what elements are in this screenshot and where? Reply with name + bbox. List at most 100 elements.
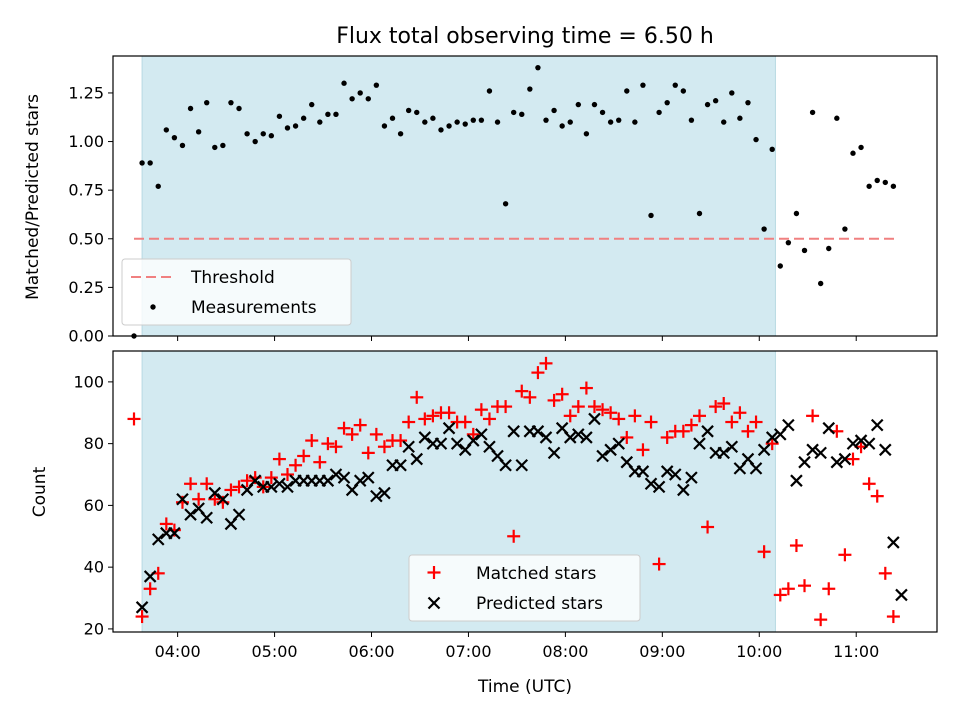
- matched-star-point: [353, 418, 367, 432]
- predicted-star-point: [442, 421, 456, 435]
- measurement-point: [672, 82, 678, 88]
- measurement-point: [640, 82, 646, 88]
- predicted-star-point: [822, 421, 836, 435]
- predicted-star-point: [151, 533, 165, 546]
- legend-bottom-box: [408, 554, 641, 622]
- ratio-panel-frame: [112, 55, 938, 337]
- measurement-point: [607, 119, 614, 125]
- predicted-star-point: [749, 462, 763, 475]
- measurement-point: [599, 109, 606, 116]
- x-tick-label: 05:00: [252, 642, 298, 661]
- matched-star-point: [192, 492, 206, 506]
- measurement-point: [632, 119, 638, 125]
- measurement-point: [470, 117, 476, 123]
- matched-star-point: [361, 446, 375, 460]
- y-tick-label: 0.25: [68, 278, 104, 297]
- predicted-star-point: [418, 431, 432, 444]
- predicted-star-point: [572, 428, 585, 441]
- measurement-point: [527, 86, 533, 92]
- measurement-point: [317, 119, 323, 125]
- measurement-point: [729, 90, 735, 96]
- predicted-star-point: [434, 437, 448, 450]
- matched-star-point: [337, 421, 351, 435]
- measurement-point: [284, 125, 291, 131]
- matched-star-point: [886, 610, 900, 624]
- measurement-point: [478, 117, 485, 123]
- matched-star-point: [547, 393, 561, 407]
- measurement-point: [801, 247, 808, 254]
- predicted-star-point: [604, 443, 617, 457]
- predicted-star-point: [539, 431, 553, 444]
- y-axis-label: Count: [30, 466, 50, 517]
- legend-top-box: [121, 258, 352, 326]
- measurement-point: [155, 183, 161, 189]
- predicted-star-point: [879, 443, 892, 457]
- x-tick-label: 04:00: [155, 642, 201, 661]
- measurement-point: [276, 113, 283, 119]
- predicted-star-point: [790, 474, 803, 487]
- predicted-star-point: [547, 446, 561, 460]
- predicted-star-point: [450, 437, 464, 450]
- matched-star-point: [321, 437, 335, 451]
- matched-star-point: [878, 566, 892, 580]
- measurement-point: [494, 119, 501, 125]
- measurement-point: [858, 144, 864, 151]
- predicted-star-point: [168, 526, 181, 540]
- predicted-star-point: [644, 477, 658, 491]
- y-tick-label: 0.00: [68, 327, 104, 346]
- legend-predicted-label: Predicted stars: [476, 594, 603, 614]
- predicted-star-point: [265, 480, 278, 494]
- measurement-point: [349, 96, 355, 102]
- predicted-star-point: [870, 418, 884, 432]
- matched-star-point: [781, 582, 795, 596]
- measurement-point: [381, 123, 388, 129]
- measurement-point: [236, 105, 242, 112]
- matched-star-point: [789, 539, 803, 553]
- x-tick-label: 06:00: [348, 642, 394, 661]
- measurement-point: [874, 177, 880, 184]
- measurement-point: [260, 131, 266, 137]
- y-tick-label: 0.50: [68, 229, 104, 248]
- measurement-point: [163, 127, 170, 133]
- measurement-point: [325, 111, 331, 118]
- predicted-star-point: [765, 431, 779, 444]
- measurement-point: [616, 117, 622, 123]
- matched-star-point: [862, 477, 876, 491]
- measurement-point: [212, 144, 218, 151]
- predicted-star-point: [176, 492, 189, 506]
- measurement-point: [817, 280, 824, 287]
- x-axis-ticks: [177, 336, 857, 341]
- measurement-point: [187, 105, 194, 112]
- measurement-point: [171, 134, 178, 141]
- predicted-star-point: [273, 477, 286, 491]
- predicted-star-point: [370, 489, 383, 503]
- matched-star-point: [660, 430, 674, 444]
- matched-star-point: [523, 390, 537, 404]
- matched-star-point: [838, 548, 852, 562]
- predicted-stars-series: [135, 412, 908, 614]
- matched-star-point: [289, 458, 303, 472]
- matched-star-point: [636, 443, 650, 457]
- matched-star-point: [305, 434, 319, 448]
- ratio-panel: 0.00 0.25 0.50 0.75 1.00 1.25 Matched/Predict…: [23, 55, 938, 346]
- predicted-star-point: [830, 455, 844, 469]
- measurement-point: [341, 80, 347, 86]
- predicted-star-point: [668, 468, 682, 481]
- predicted-star-point: [757, 443, 771, 457]
- predicted-star-point: [321, 474, 335, 487]
- predicted-star-point: [362, 471, 375, 484]
- measurement-point: [220, 142, 226, 149]
- predicted-star-point: [685, 471, 698, 484]
- measurement-point: [454, 119, 460, 125]
- x-axis-ticks: 04:00 05:00 06:00 07:00 08:00 09:00 10:00 11:00: [155, 632, 879, 661]
- legend-matched-swatch: [427, 566, 441, 579]
- chart-title: Flux total observing time = 6.50 h: [336, 24, 714, 49]
- count-panel-frame: [112, 350, 938, 633]
- matched-star-point: [531, 366, 545, 380]
- predicted-star-point: [475, 428, 488, 441]
- y-tick-label: 100: [73, 372, 104, 391]
- measurement-point: [680, 88, 687, 94]
- matched-star-point: [604, 406, 618, 420]
- y-axis-ticks: 20 40 60 80 100: [73, 372, 113, 638]
